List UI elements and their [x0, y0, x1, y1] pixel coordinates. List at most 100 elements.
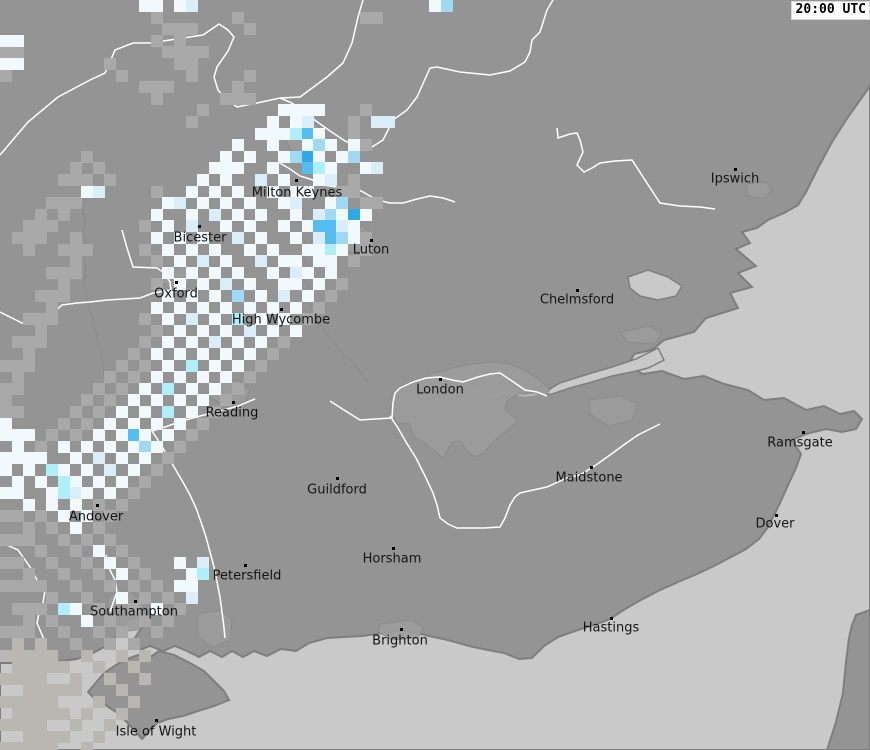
precip-cell-level-1 — [220, 92, 233, 105]
precip-cell-level-1 — [139, 336, 152, 349]
precip-cell-level-1 — [34, 336, 47, 349]
precip-cell-level-2 — [139, 452, 152, 465]
precip-cell-level-4 — [313, 162, 326, 175]
precip-cell-level-1 — [92, 522, 105, 534]
precip-cell-level-3 — [92, 452, 105, 465]
precip-cell-level-1 — [150, 464, 163, 476]
precip-cell-level-8 — [46, 696, 59, 708]
precip-cell-level-1 — [104, 638, 117, 650]
precip-cell-level-1 — [34, 313, 47, 326]
precip-cell-level-2 — [185, 336, 198, 349]
precip-cell-level-2 — [150, 603, 163, 616]
precip-cell-level-1 — [92, 406, 105, 418]
precip-cell-level-1 — [348, 255, 360, 268]
precip-cell-level-2 — [220, 348, 233, 360]
city-dot-brighton — [400, 628, 403, 631]
precip-cell-level-1 — [336, 278, 349, 291]
precip-cell-level-4 — [232, 313, 244, 326]
precip-cell-level-8 — [58, 730, 70, 743]
precip-cell-level-1 — [359, 197, 372, 210]
precip-cell-level-1 — [139, 591, 152, 604]
precip-cell-level-1 — [34, 440, 47, 453]
city-label-milton-keynes: Milton Keynes — [251, 185, 343, 201]
precip-cell-level-1 — [34, 510, 47, 523]
precip-cell-level-1 — [58, 417, 70, 430]
precip-cell-level-2 — [348, 232, 360, 244]
precip-cell-level-1 — [127, 638, 140, 650]
precip-cell-level-2 — [313, 150, 326, 163]
precip-cell-level-6 — [301, 127, 314, 140]
city-dot-andover — [96, 504, 99, 507]
precip-cell-level-1 — [139, 475, 152, 488]
precip-cell-level-2 — [150, 348, 163, 360]
precip-cell-level-2 — [220, 174, 233, 186]
precip-cell-level-2 — [11, 487, 24, 500]
precip-cell-level-2 — [58, 510, 70, 523]
precip-cell-level-1 — [46, 220, 59, 233]
precip-cell-level-7 — [301, 150, 314, 163]
city-label-horsham: Horsham — [362, 551, 422, 567]
city-dot-isle-of-wight — [155, 719, 158, 722]
precip-cell-level-1 — [23, 603, 36, 616]
precip-cell-level-1 — [92, 162, 105, 175]
precip-cell-level-1 — [150, 324, 163, 337]
precip-cell-level-1 — [0, 510, 12, 523]
precip-cell-level-2 — [11, 58, 24, 70]
precip-cell-level-1 — [69, 174, 82, 186]
precip-cell-level-2 — [46, 498, 59, 511]
precip-cell-level-5 — [313, 139, 326, 152]
precip-cell-level-8 — [104, 719, 117, 732]
precip-cell-level-2 — [290, 255, 302, 268]
precip-cell-level-2 — [278, 127, 291, 140]
precip-cell-level-3 — [185, 313, 198, 326]
precip-cell-level-2 — [81, 440, 94, 453]
precip-cell-level-1 — [208, 406, 221, 418]
precip-cell-level-3 — [313, 208, 326, 221]
precip-cell-level-2 — [11, 475, 24, 488]
precip-cell-level-8 — [23, 742, 36, 750]
precip-cell-level-8 — [46, 649, 59, 662]
precip-cell-level-5 — [348, 150, 360, 163]
precip-cell-level-8 — [69, 684, 82, 697]
precip-cell-level-2 — [23, 452, 36, 465]
precip-cell-level-2 — [208, 382, 221, 395]
precip-cell-level-1 — [81, 556, 94, 569]
precip-cell-level-2 — [162, 243, 175, 256]
precip-cell-level-2 — [127, 394, 140, 407]
precip-cell-level-8 — [46, 730, 59, 743]
precip-cell-level-1 — [11, 382, 24, 395]
precip-cell-level-2 — [429, 0, 442, 12]
precip-cell-level-1 — [46, 614, 59, 627]
precip-cell-level-1 — [266, 348, 279, 360]
precip-cell-level-2 — [266, 127, 279, 140]
precip-cell-level-5 — [336, 197, 349, 210]
precip-cell-level-5 — [336, 232, 349, 244]
precip-cell-level-2 — [290, 232, 302, 244]
sea-english-channel-north-sea — [0, 84, 870, 750]
precip-cell-level-8 — [11, 742, 24, 750]
precip-cell-level-2 — [197, 232, 210, 244]
precip-cell-level-2 — [266, 243, 279, 256]
precip-cell-level-1 — [150, 11, 163, 24]
precip-cell-level-8 — [69, 672, 82, 685]
precip-cell-level-2 — [185, 185, 198, 198]
precip-cell-level-8 — [0, 672, 12, 685]
precip-cell-level-4 — [185, 359, 198, 372]
precip-cell-level-1 — [162, 46, 175, 59]
precip-cell-level-2 — [11, 452, 24, 465]
precip-cell-level-1 — [69, 580, 82, 592]
precip-cell-level-2 — [208, 266, 221, 279]
precip-cell-level-3 — [371, 116, 384, 128]
precip-cell-level-1 — [116, 69, 128, 82]
precip-cell-level-1 — [127, 371, 140, 384]
precip-cell-level-1 — [150, 580, 163, 592]
precip-cell-level-2 — [278, 197, 291, 210]
precip-cell-level-4 — [197, 568, 210, 581]
precip-cell-level-1 — [150, 255, 163, 268]
precip-cell-level-2 — [278, 174, 291, 186]
precip-cell-level-1 — [139, 568, 152, 581]
precip-cell-level-2 — [81, 510, 94, 523]
precip-cell-level-2 — [208, 162, 221, 175]
precip-cell-level-2 — [162, 266, 175, 279]
precip-cell-level-8 — [46, 661, 59, 674]
